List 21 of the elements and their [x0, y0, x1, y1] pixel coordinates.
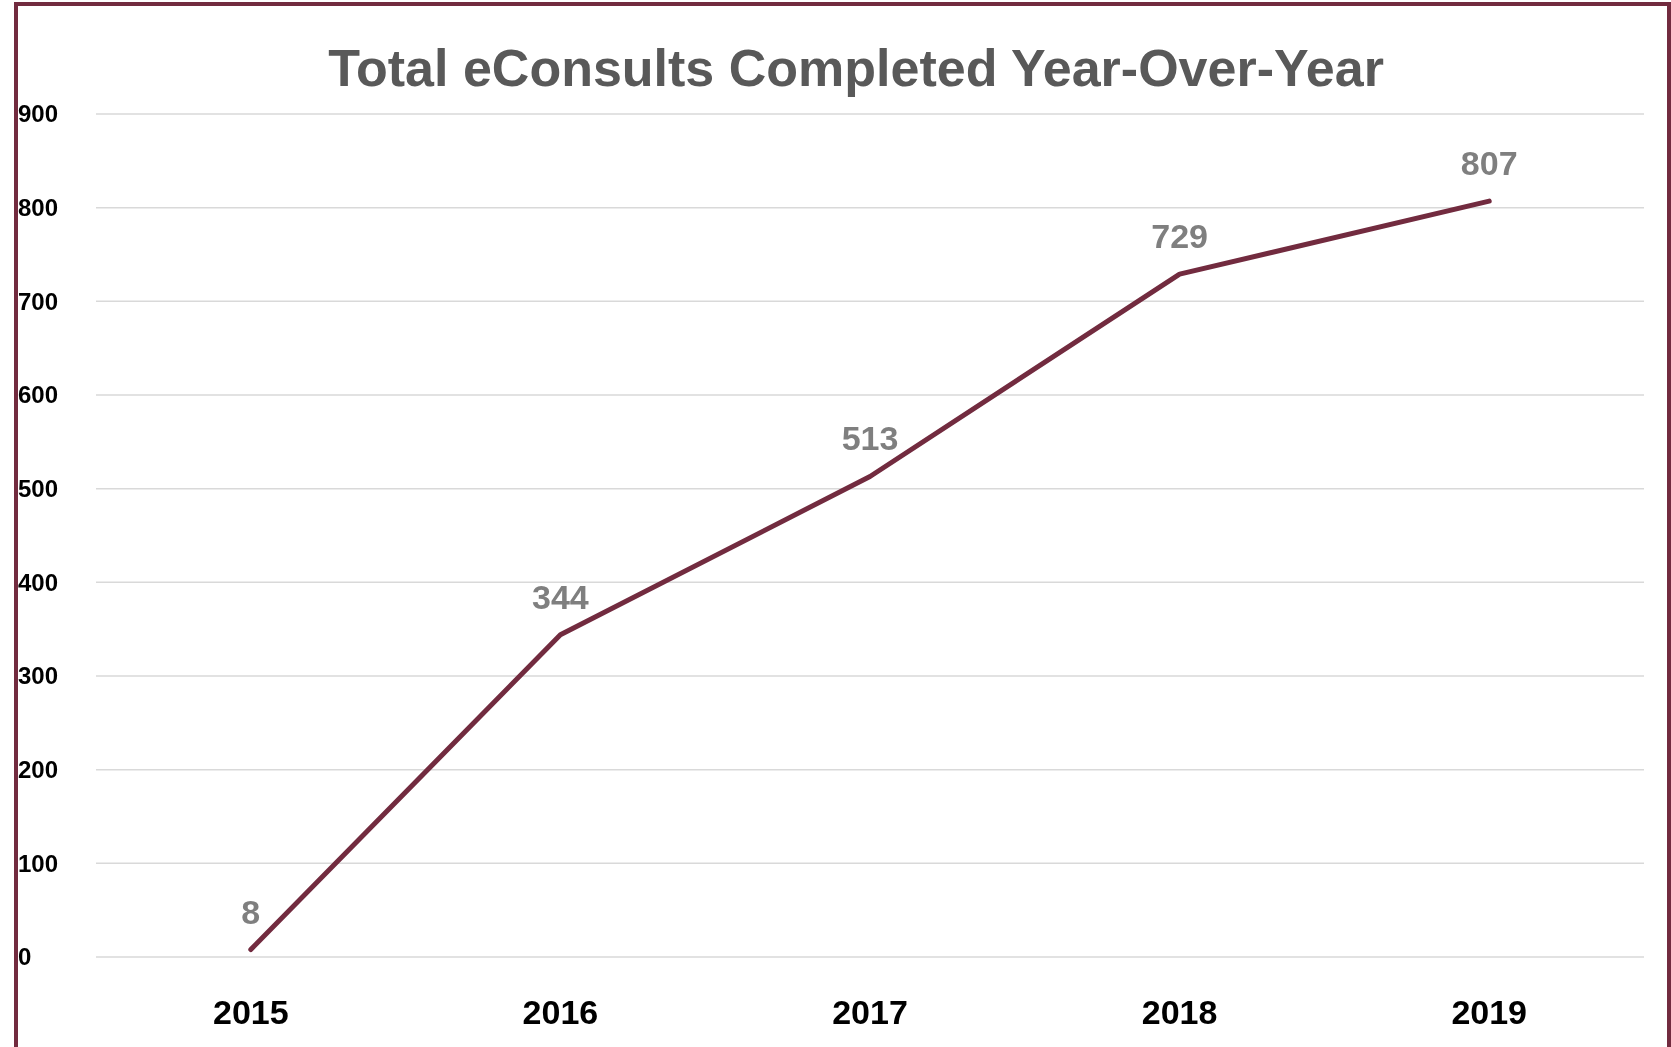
- data-label: 8: [241, 892, 261, 931]
- y-tick-label: 100: [18, 849, 59, 877]
- x-tick-label: 2018: [1141, 993, 1218, 1031]
- y-tick-label: 600: [18, 381, 59, 409]
- y-tick-label: 200: [18, 756, 59, 784]
- y-tick-label: 900: [18, 100, 59, 128]
- y-tick-label: 0: [18, 943, 32, 971]
- x-tick-label: 2015: [212, 993, 289, 1031]
- data-label: 513: [841, 419, 899, 458]
- data-label: 729: [1151, 217, 1208, 256]
- x-tick-label: 2017: [832, 993, 908, 1031]
- x-tick-label: 2019: [1451, 993, 1528, 1031]
- data-label: 344: [532, 577, 589, 616]
- chart-title: Total eConsults Completed Year-Over-Year: [328, 39, 1384, 97]
- x-tick-label: 2016: [522, 993, 599, 1031]
- data-label: 807: [1460, 144, 1518, 183]
- y-tick-label: 500: [18, 475, 59, 503]
- y-tick-label: 300: [18, 662, 59, 690]
- y-tick-label: 700: [18, 287, 59, 315]
- y-tick-label: 400: [18, 568, 59, 596]
- y-tick-label: 800: [18, 194, 59, 222]
